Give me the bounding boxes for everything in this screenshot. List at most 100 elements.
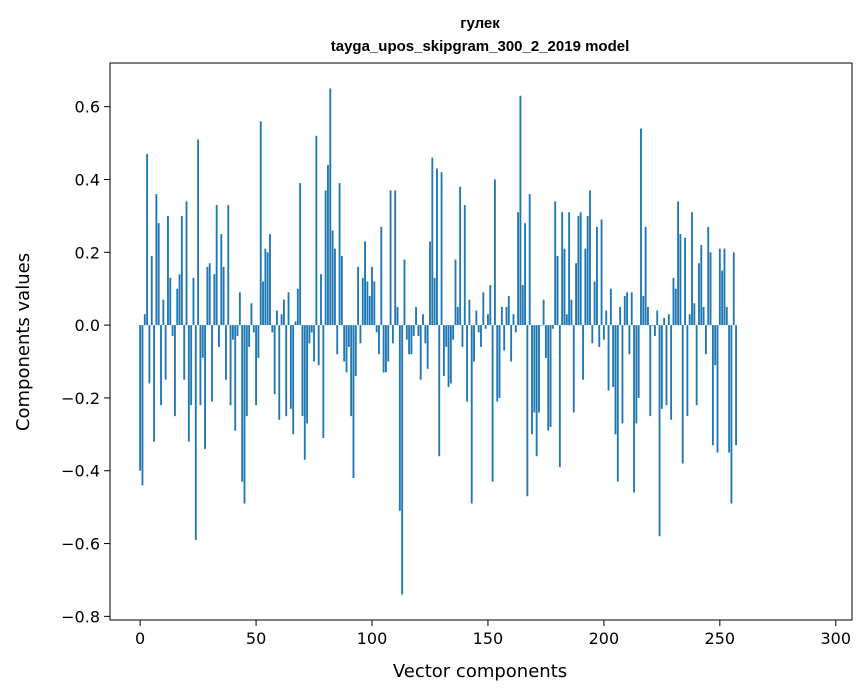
- bar: [352, 325, 355, 479]
- bar: [289, 325, 292, 409]
- bar: [544, 325, 547, 358]
- bar: [519, 95, 522, 326]
- bar: [436, 168, 438, 326]
- x-axis-label: Vector components: [393, 661, 567, 682]
- bar: [702, 306, 705, 326]
- bar: [148, 325, 151, 384]
- bar: [385, 325, 387, 373]
- bar: [695, 325, 698, 406]
- bar: [387, 325, 390, 362]
- bar: [160, 325, 162, 406]
- y-tick-label: −0.4: [61, 462, 100, 481]
- bar: [711, 325, 714, 446]
- bar: [686, 325, 689, 417]
- bar: [570, 299, 573, 326]
- bar: [456, 306, 459, 326]
- bar: [607, 325, 610, 391]
- bar: [408, 325, 411, 355]
- bar: [704, 325, 707, 355]
- bar: [651, 325, 654, 326]
- bar: [350, 325, 353, 417]
- bar: [531, 325, 533, 435]
- x-tick-label: 100: [357, 629, 388, 648]
- bar: [371, 266, 373, 326]
- bar: [568, 212, 571, 326]
- bar: [674, 288, 677, 326]
- bar: [229, 325, 232, 406]
- bar: [171, 325, 174, 337]
- y-tick-label: −0.8: [61, 607, 100, 626]
- chart-title: гулек: [460, 15, 500, 32]
- bar: [287, 292, 290, 326]
- bar: [299, 183, 302, 326]
- plot-area-frame: [109, 62, 853, 621]
- bar: [600, 219, 603, 326]
- bar: [238, 292, 241, 326]
- bar: [155, 194, 158, 326]
- bar: [538, 325, 540, 413]
- bar: [308, 325, 311, 344]
- bar: [347, 325, 350, 347]
- bar: [653, 325, 656, 337]
- bar: [473, 325, 475, 362]
- bar: [424, 325, 427, 344]
- bar: [463, 204, 466, 326]
- bar: [447, 325, 450, 388]
- x-axis-ticks: 0 50 100 150 200 250 300: [135, 620, 851, 648]
- bar: [271, 325, 274, 333]
- bar: [303, 325, 306, 460]
- bar: [225, 325, 227, 380]
- x-tick-label: 50: [246, 629, 266, 648]
- bar: [269, 234, 271, 326]
- bar: [517, 212, 520, 326]
- bar: [257, 325, 260, 358]
- bar: [721, 270, 724, 326]
- bar: [475, 310, 478, 326]
- bar: [301, 325, 304, 417]
- bar: [454, 259, 457, 326]
- bar: [663, 317, 666, 326]
- bar: [243, 325, 246, 504]
- bar: [213, 274, 216, 326]
- bar: [677, 201, 680, 326]
- bar: [461, 325, 464, 347]
- bar: [542, 299, 545, 326]
- bar: [306, 325, 309, 424]
- bar: [173, 325, 176, 417]
- bar: [419, 325, 422, 380]
- bar: [361, 277, 364, 326]
- y-tick-label: 0.0: [75, 316, 100, 335]
- bar: [572, 325, 575, 413]
- bar: [688, 314, 691, 326]
- bar: [296, 288, 299, 326]
- bar: [338, 183, 341, 326]
- bar: [245, 325, 248, 417]
- bar: [556, 255, 559, 326]
- bar: [563, 248, 566, 326]
- bar: [630, 292, 633, 326]
- bar: [248, 325, 251, 347]
- bar: [723, 248, 726, 326]
- bar: [626, 292, 629, 326]
- bar: [250, 303, 253, 326]
- bar: [146, 154, 149, 326]
- bar: [218, 325, 220, 347]
- bar: [320, 274, 322, 326]
- bar: [276, 310, 278, 326]
- bar: [493, 179, 496, 326]
- bar: [609, 288, 612, 326]
- bar: [252, 325, 255, 333]
- bar: [208, 263, 211, 326]
- bar: [649, 325, 652, 417]
- bar: [354, 325, 357, 377]
- bar: [164, 325, 167, 380]
- bar: [380, 226, 383, 326]
- bar: [732, 252, 735, 326]
- bar: [331, 230, 334, 326]
- bar-series: [139, 88, 737, 595]
- bar: [503, 325, 506, 351]
- bar: [565, 314, 568, 326]
- bar: [364, 241, 366, 326]
- bar: [498, 325, 501, 398]
